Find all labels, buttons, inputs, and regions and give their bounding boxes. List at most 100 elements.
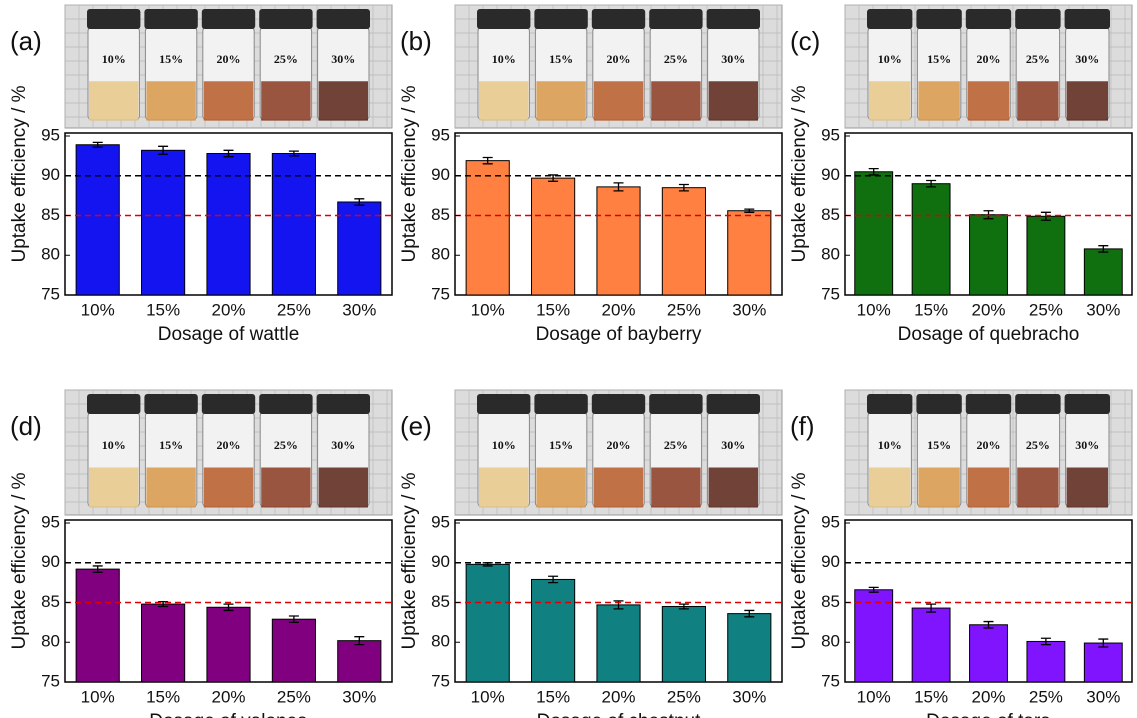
y-tick-label: 95	[41, 512, 60, 531]
x-tick-label: 15%	[146, 300, 180, 319]
y-axis-label: Uptake efficiency / %	[399, 472, 420, 649]
bar	[661, 605, 706, 683]
y-tick-label: 90	[431, 165, 450, 184]
x-tick-label: 25%	[277, 300, 311, 319]
vial-label: 15%	[549, 52, 573, 66]
x-axis-label: Dosage of tara	[926, 711, 1051, 718]
bar	[1026, 640, 1066, 683]
vial-label: 10%	[492, 438, 516, 452]
vial-label: 30%	[1075, 438, 1099, 452]
bar	[75, 144, 120, 296]
y-tick-label: 90	[41, 552, 60, 571]
bar	[661, 187, 706, 296]
vial-cap	[867, 394, 913, 414]
y-tick-label: 75	[821, 284, 840, 303]
vial-label: 30%	[331, 438, 355, 452]
error-bar	[1040, 637, 1051, 646]
x-tick-label: 30%	[1086, 687, 1120, 706]
vial-cap	[477, 9, 531, 29]
vial-liquid	[708, 81, 758, 121]
vial-label: 10%	[492, 52, 516, 66]
error-bar	[868, 586, 879, 593]
error-bar	[1098, 245, 1109, 253]
error-bar	[744, 208, 755, 213]
bar	[596, 186, 641, 296]
x-tick-label: 30%	[732, 300, 766, 319]
x-tick-label: 20%	[971, 687, 1005, 706]
y-tick-label: 75	[431, 671, 450, 690]
x-axis-label: Dosage of quebracho	[898, 324, 1080, 345]
vial-label: 20%	[607, 52, 631, 66]
vial-cap	[144, 9, 198, 29]
vial-label: 15%	[159, 438, 183, 452]
y-tick-label: 90	[431, 552, 450, 571]
vial-liquid	[1066, 81, 1108, 121]
vial-cap	[1015, 9, 1061, 29]
vial-label: 10%	[102, 438, 126, 452]
vial-liquid	[1017, 467, 1059, 508]
y-tick-label: 80	[41, 632, 60, 651]
x-tick-label: 30%	[1086, 300, 1120, 319]
bar	[465, 160, 510, 296]
y-tick-label: 85	[41, 592, 60, 611]
x-axis-label: Dosage of valonea	[149, 711, 308, 718]
y-tick-label: 95	[41, 125, 60, 144]
x-tick-label: 20%	[971, 300, 1005, 319]
vial-label: 15%	[927, 52, 951, 66]
bar	[1083, 248, 1123, 296]
panel-label: (b)	[400, 26, 432, 56]
vial-cap	[144, 394, 198, 414]
vial-liquid	[967, 467, 1010, 508]
y-tick-label: 95	[431, 512, 450, 531]
vial-label: 20%	[217, 438, 241, 452]
vial-liquid	[651, 467, 701, 508]
y-tick-label: 85	[821, 205, 840, 224]
bar	[596, 604, 641, 683]
x-tick-label: 20%	[211, 687, 245, 706]
error-bar	[354, 198, 365, 206]
error-bar	[983, 620, 994, 629]
vial-liquid	[1066, 467, 1108, 508]
y-tick-label: 75	[41, 284, 60, 303]
x-tick-label: 20%	[601, 687, 635, 706]
vial-label: 25%	[664, 438, 688, 452]
panel-label: (d)	[10, 411, 42, 441]
vial-cap	[916, 394, 962, 414]
vial-cap	[1064, 394, 1110, 414]
vial-cap	[259, 9, 313, 29]
x-tick-label: 10%	[471, 300, 505, 319]
vial-label: 20%	[977, 52, 1001, 66]
y-tick-label: 90	[41, 165, 60, 184]
error-bar	[92, 141, 103, 148]
x-tick-label: 10%	[471, 687, 505, 706]
error-bar	[354, 636, 365, 646]
bar	[969, 624, 1008, 683]
vial-cap	[1064, 9, 1110, 29]
bar	[969, 214, 1008, 296]
bar	[911, 183, 951, 296]
vial-label: 10%	[878, 438, 902, 452]
error-bar	[926, 179, 937, 188]
vial-liquid	[918, 81, 960, 121]
vial-cap	[591, 394, 646, 414]
bar	[911, 607, 951, 683]
vial-label: 20%	[217, 52, 241, 66]
vial-cap	[534, 9, 588, 29]
y-axis-label: Uptake efficiency / %	[9, 85, 30, 262]
x-tick-label: 15%	[146, 687, 180, 706]
x-tick-label: 15%	[914, 687, 948, 706]
vial-liquid	[261, 467, 311, 508]
bar	[1026, 215, 1066, 296]
bar	[1083, 642, 1123, 683]
vial-label: 25%	[1026, 438, 1050, 452]
vial-label: 15%	[549, 438, 573, 452]
vial-cap	[965, 394, 1012, 414]
vial-liquid	[203, 467, 254, 508]
error-bar	[288, 615, 299, 624]
x-tick-label: 10%	[81, 687, 115, 706]
vial-liquid	[146, 81, 196, 121]
bar	[531, 578, 576, 683]
y-tick-label: 75	[821, 671, 840, 690]
vial-cap	[259, 394, 313, 414]
y-tick-label: 85	[821, 592, 840, 611]
